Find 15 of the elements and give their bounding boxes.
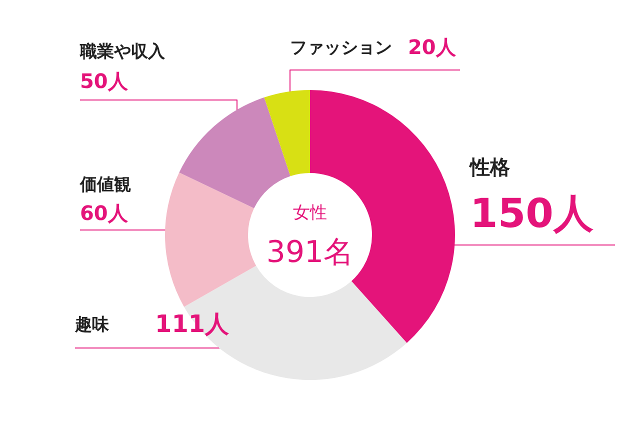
slice-label: 趣味 bbox=[74, 315, 110, 335]
data-label: 150人 bbox=[470, 191, 594, 237]
slice-label: 性格 bbox=[468, 155, 511, 179]
donut-slice bbox=[264, 90, 310, 176]
donut-slice bbox=[179, 97, 290, 208]
slice-label: ファッション bbox=[290, 38, 392, 58]
data-label: 60人 bbox=[80, 201, 129, 225]
text: 女性 bbox=[293, 203, 327, 223]
donut-slice bbox=[165, 172, 256, 307]
text: 391名 bbox=[266, 235, 354, 270]
data-label: 111人 bbox=[155, 310, 230, 338]
slice-label: 価値観 bbox=[79, 175, 131, 195]
data-label: 20人 bbox=[408, 35, 457, 59]
slice-label: 職業や収入 bbox=[79, 42, 166, 62]
data-label: 50人 bbox=[80, 69, 129, 93]
